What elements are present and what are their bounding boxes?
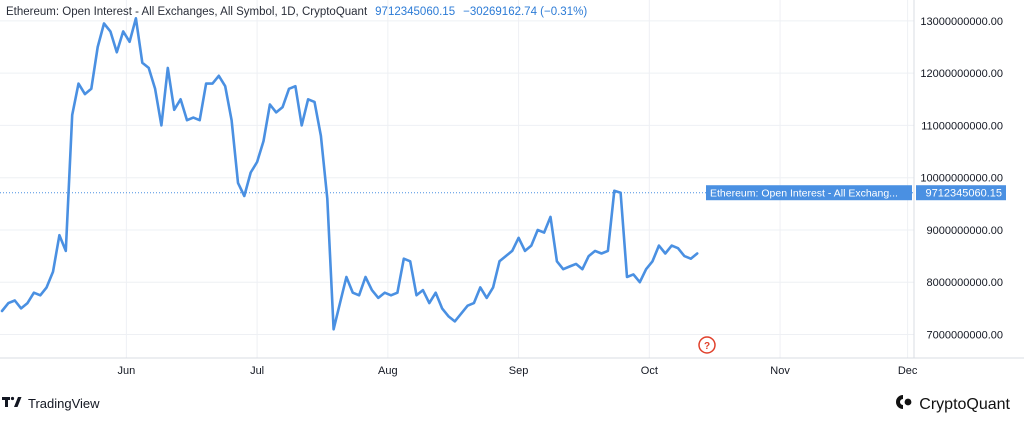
last-value: 9712345060.15 <box>375 6 456 18</box>
cryptoquant-brand[interactable]: CryptoQuant <box>895 394 1010 415</box>
tradingview-brand[interactable]: TradingView <box>2 396 100 411</box>
series-layer <box>0 16 699 331</box>
tradingview-label: TradingView <box>28 396 100 411</box>
y-tick-label: 13000000000.00 <box>920 16 1003 28</box>
x-tick-label: Nov <box>770 365 790 377</box>
series-tag-label: Ethereum: Open Interest - All Exchang... <box>710 188 898 200</box>
chart-area[interactable]: 7000000000.00 8000000000.00 9000000000.00 1… <box>0 0 1024 390</box>
x-tick-label: Jun <box>117 365 135 377</box>
events-marker[interactable]: ? <box>698 336 716 354</box>
x-tick-label: Jul <box>250 365 264 377</box>
cryptoquant-logo-icon <box>895 394 913 415</box>
y-tick-label: 11000000000.00 <box>921 120 1003 132</box>
price-axis-value-label: 9712345060.15 <box>926 188 1002 200</box>
tradingview-logo-icon <box>2 396 22 411</box>
y-tick-label: 8000000000.00 <box>927 277 1003 289</box>
chart-legend-header: Ethereum: Open Interest - All Exchanges,… <box>6 6 587 18</box>
y-tick-label: 9000000000.00 <box>927 225 1003 237</box>
x-axis-labels: Jun Jul Aug Sep Oct Nov Dec <box>117 365 917 377</box>
series-title: Ethereum: Open Interest - All Exchanges,… <box>6 6 368 18</box>
y-tick-label: 12000000000.00 <box>920 68 1003 80</box>
value-change: −30269162.74 (−0.31%) <box>463 6 588 18</box>
event-marker-glyph: ? <box>704 341 710 352</box>
y-axis-labels: 7000000000.00 8000000000.00 9000000000.00 1… <box>920 16 1003 342</box>
cryptoquant-label: CryptoQuant <box>919 395 1010 413</box>
x-tick-label: Sep <box>509 365 529 377</box>
series-price-tag: Ethereum: Open Interest - All Exchang...… <box>706 185 1006 201</box>
grid-layer <box>0 0 914 358</box>
footer-bar: TradingView CryptoQuant <box>0 390 1024 422</box>
y-tick-label: 10000000000.00 <box>920 173 1003 185</box>
x-tick-label: Oct <box>641 365 658 377</box>
y-tick-label: 7000000000.00 <box>927 329 1003 341</box>
series-line <box>0 16 699 331</box>
event-marker-icon[interactable] <box>698 336 716 354</box>
price-axis-value-background <box>916 185 1006 201</box>
x-tick-label: Aug <box>378 365 398 377</box>
x-tick-label: Dec <box>898 365 918 377</box>
open-interest-chart[interactable]: 7000000000.00 8000000000.00 9000000000.00 1… <box>0 0 1024 390</box>
series-tag-background <box>706 185 912 201</box>
